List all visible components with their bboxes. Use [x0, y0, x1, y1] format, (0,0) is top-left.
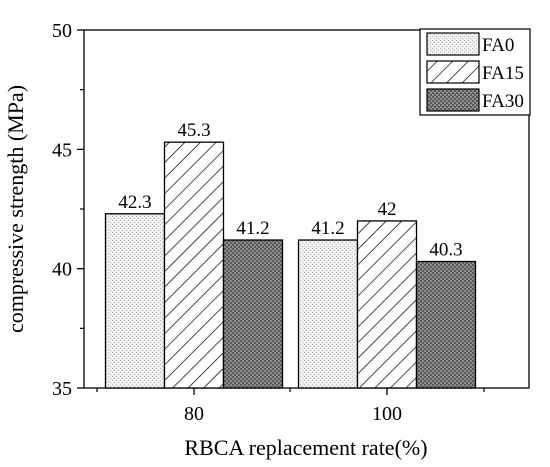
data-label: 45.3 — [177, 120, 210, 141]
legend-swatch — [426, 32, 480, 56]
bar-fa0-100 — [297, 239, 359, 389]
legend-label: FA30 — [482, 91, 524, 112]
bar-fa0-80 — [104, 213, 166, 389]
data-label: 42 — [378, 199, 397, 220]
bar-fa30-80 — [222, 239, 284, 389]
y-tick-label: 40 — [52, 259, 72, 281]
bar-fa15-80 — [163, 141, 225, 389]
legend-swatch — [426, 88, 480, 112]
y-tick-label: 35 — [52, 378, 72, 400]
data-label: 42.3 — [118, 192, 151, 213]
x-tick-label: 80 — [184, 403, 204, 425]
y-tick-label: 50 — [52, 20, 72, 42]
data-label: 41.2 — [311, 218, 344, 239]
bar-fa30-100 — [415, 260, 477, 389]
data-label: 41.2 — [236, 218, 269, 239]
data-labels: 42.3 41.2 45.3 42 41.2 40.3 — [118, 120, 462, 260]
x-tick-label: 100 — [372, 403, 402, 425]
x-axis-title: RBCA replacement rate(%) — [184, 435, 427, 460]
data-label: 40.3 — [429, 240, 462, 261]
legend-label: FA15 — [482, 63, 524, 84]
bar-fa15-100 — [356, 220, 418, 389]
legend: FA0 FA15 FA30 — [419, 28, 531, 116]
x-axis: 80 100 — [96, 388, 485, 425]
bars — [104, 141, 477, 389]
legend-swatch — [426, 60, 480, 84]
y-tick-label: 45 — [52, 139, 72, 161]
y-axis-title: compressive strength (MPa) — [3, 85, 28, 333]
y-axis: 35 40 45 50 — [52, 20, 84, 400]
legend-label: FA0 — [482, 35, 514, 56]
